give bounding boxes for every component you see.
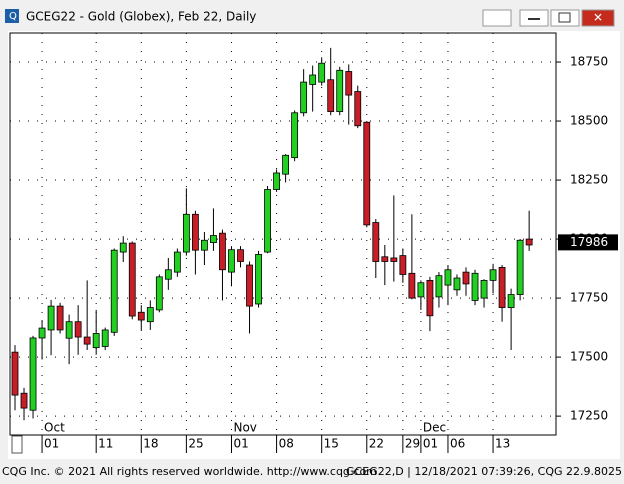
candle-body (20, 392, 28, 409)
candle-body (201, 239, 208, 251)
candle-body (372, 222, 380, 262)
candle-body (246, 264, 253, 307)
candle-body (363, 121, 371, 226)
candle-body (182, 213, 190, 253)
candle-body (462, 271, 470, 285)
x-tick-label: 18 (143, 437, 158, 451)
link-button[interactable] (482, 9, 512, 27)
y-tick-label: 18500 (570, 114, 608, 128)
candle-body (228, 249, 235, 273)
candle-body (164, 269, 172, 280)
x-tick-label: 13 (495, 437, 510, 451)
x-tick-label: 29 (405, 437, 420, 451)
candle-body (273, 172, 280, 190)
plot-area (9, 32, 557, 436)
plot: 1725017500177501800018250185001875001Oct… (10, 33, 618, 453)
close-button[interactable] (581, 9, 615, 27)
candle-body (444, 269, 452, 286)
candle-body (11, 351, 19, 396)
x-tick-label: 08 (279, 437, 294, 451)
candle-body (408, 272, 416, 299)
candle-body (237, 249, 244, 262)
candle-body (56, 305, 64, 331)
candle-body (92, 333, 100, 349)
candle-body (210, 235, 217, 244)
candle-body (29, 337, 37, 411)
candle-body (264, 189, 271, 253)
x-tick-label: 06 (450, 437, 465, 451)
candle-body (173, 251, 181, 273)
candle-body (137, 311, 145, 321)
last-price-label: 17986 (570, 235, 608, 249)
candle-body (219, 232, 226, 271)
candle-body (417, 282, 425, 298)
candle-body (345, 71, 353, 96)
candle-body (110, 249, 118, 333)
candle-body (128, 242, 136, 317)
candle-body (101, 329, 109, 347)
candle-body (516, 239, 524, 295)
candle-body (291, 112, 299, 159)
candle-body (255, 254, 262, 305)
x-tick-label: 22 (369, 437, 384, 451)
x-tick-label: 25 (188, 437, 203, 451)
y-tick-label: 18250 (570, 173, 608, 187)
x-tick-label: 01 (423, 437, 438, 451)
candle-body (83, 336, 91, 345)
candle-body (300, 81, 308, 114)
maximize-button[interactable] (550, 9, 580, 27)
footer-right: GCEG22,D | 12/18/2021 07:39:26, CQG 22.9… (346, 465, 622, 478)
candle-body (282, 154, 290, 175)
window-title: GCEG22 - Gold (Globex), Feb 22, Daily (26, 10, 256, 24)
candle-body (47, 305, 55, 331)
candle-body (525, 238, 533, 246)
candle-body (155, 276, 163, 311)
candle-body (318, 62, 326, 83)
candle-body (399, 255, 407, 275)
footer-left: CQG Inc. © 2021 All rights reserved worl… (2, 465, 377, 478)
y-tick-label: 17500 (570, 350, 608, 364)
candle-body (480, 279, 488, 299)
app-icon (5, 9, 19, 23)
candle-body (390, 257, 398, 262)
candle-body (119, 242, 127, 253)
month-label: Dec (423, 421, 446, 435)
close-glyph: ✕ (593, 11, 603, 25)
candle-body (327, 79, 335, 113)
candle-body (146, 307, 154, 323)
candle-body (74, 321, 82, 338)
x-tick-label: 01 (233, 437, 248, 451)
scroll-box[interactable] (11, 435, 23, 454)
x-tick-label: 11 (98, 437, 113, 451)
candle-body (471, 272, 479, 301)
last-price-box (558, 234, 618, 251)
candle-body (426, 279, 434, 317)
candle-body (381, 256, 389, 262)
app-icon-glyph: Q (9, 11, 17, 22)
y-tick-label: 18750 (570, 55, 608, 69)
y-tick-label: 17250 (570, 409, 608, 423)
y-tick-label: 17750 (570, 291, 608, 305)
candle-body (38, 327, 46, 339)
candle-body (453, 277, 461, 291)
candle-body (191, 213, 199, 251)
maximize-glyph (558, 12, 571, 23)
x-tick-label: 01 (44, 437, 59, 451)
candle-body (489, 269, 497, 281)
candle-body (336, 69, 344, 113)
month-label: Nov (233, 421, 256, 435)
month-label: Oct (44, 421, 65, 435)
candle-body (498, 267, 506, 308)
candle-body (507, 294, 515, 308)
candle-body (309, 74, 317, 85)
x-tick-label: 15 (324, 437, 339, 451)
candle-body (65, 321, 73, 339)
candle-body (354, 91, 362, 127)
candle-body (435, 275, 443, 298)
